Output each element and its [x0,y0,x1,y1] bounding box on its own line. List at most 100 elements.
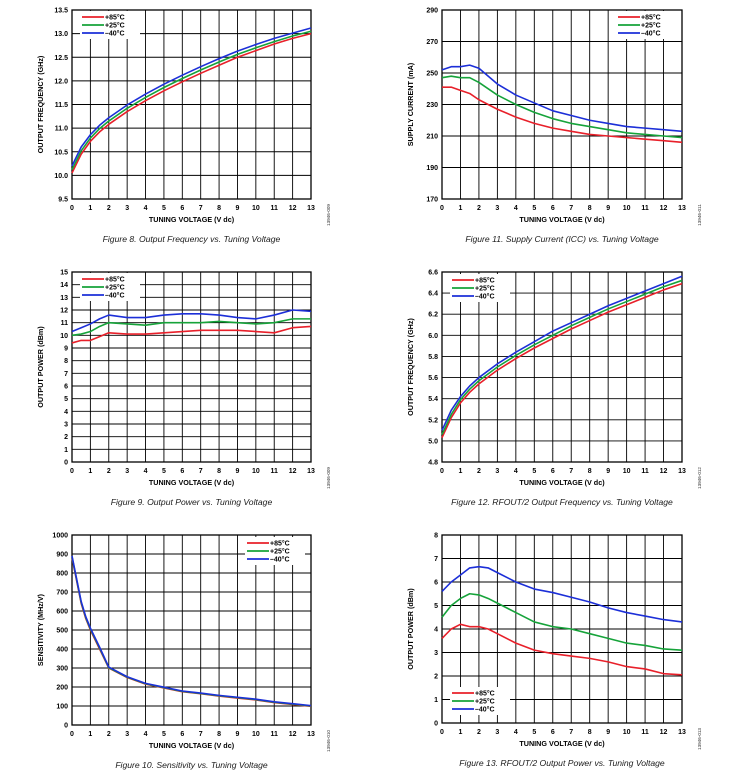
legend-label: +85°C [475,277,495,285]
y-tick-label: 6.6 [428,270,438,277]
x-tick-label: 11 [271,205,279,212]
series-line [442,284,682,438]
chart-legend: +85°C+25°C–40°C [616,11,676,39]
x-axis-title: TUNING VOLTAGE (V dc) [149,741,235,750]
y-tick-label: 5 [434,603,438,610]
legend-label: –40°C [475,293,495,301]
x-axis-title: TUNING VOLTAGE (V dc) [519,215,605,224]
y-tick-label: 0 [64,723,68,730]
x-tick-label: 3 [125,205,129,212]
y-tick-label: 9 [64,346,68,353]
x-tick-label: 7 [569,205,573,212]
y-tick-label: 0 [434,721,438,728]
x-tick-label: 1 [459,729,463,736]
y-tick-label: 700 [56,590,68,597]
chart-legend: +85°C+25°C–40°C [80,11,140,39]
x-tick-label: 0 [440,205,444,212]
x-tick-label: 6 [551,729,555,736]
legend-label: +25°C [475,698,495,706]
x-tick-label: 1 [88,205,92,212]
x-tick-label: 9 [236,468,240,475]
legend-label: –40°C [105,292,125,300]
x-tick-label: 12 [660,729,668,736]
x-tick-label: 3 [495,468,499,475]
x-tick-label: 10 [623,468,631,475]
x-tick-label: 1 [88,468,92,475]
y-tick-label: 12 [60,308,68,315]
series-line [442,594,682,650]
chart-panel: 0 1 2 3 4 5 6 7 8 9 10 11 12 130100200300400500600700… [36,533,331,771]
legend-label: –40°C [641,30,661,38]
x-tick-label: 5 [162,205,166,212]
y-axis-title: SUPPLY CURRENT (mA) [406,62,415,146]
x-tick-label: 13 [307,731,315,738]
x-tick-label: 6 [551,205,555,212]
x-tick-label: 10 [252,205,260,212]
legend-label: –40°C [475,706,495,714]
y-tick-label: 5 [64,396,68,403]
y-tick-label: 290 [426,8,438,15]
chart-legend: +85°C+25°C–40°C [450,274,510,302]
legend-label: +25°C [105,22,125,30]
x-tick-label: 12 [289,731,297,738]
figure-caption: Figure 10. Sensitivity vs. Tuning Voltag… [115,760,268,770]
y-tick-label: 190 [426,165,438,172]
y-axis-title: OUTPUT POWER (dBm) [36,326,45,408]
x-tick-label: 10 [252,731,260,738]
series-line [72,557,311,706]
y-tick-label: 400 [56,647,68,654]
y-tick-label: 1000 [52,533,68,540]
y-tick-label: 1 [434,697,438,704]
y-tick-label: 9.5 [58,197,68,204]
x-tick-label: 13 [307,205,315,212]
y-axis-title: OUTPUT FREQUENCY (GHz) [36,55,45,153]
y-tick-label: 5.4 [428,396,438,403]
x-tick-label: 2 [107,731,111,738]
y-tick-label: 4.8 [428,460,438,467]
figure-caption: Figure 8. Output Frequency vs. Tuning Vo… [103,234,281,244]
y-tick-label: 8 [64,358,68,365]
y-tick-label: 600 [56,609,68,616]
legend-label: +85°C [105,14,125,22]
x-tick-label: 1 [459,205,463,212]
figure-code: 13946-011 [697,204,702,226]
y-tick-label: 200 [56,685,68,692]
x-tick-label: 3 [125,731,129,738]
y-tick-label: 6.2 [428,312,438,319]
x-tick-label: 5 [162,468,166,475]
y-tick-label: 250 [426,71,438,78]
y-tick-label: 270 [426,39,438,46]
x-tick-label: 13 [678,729,686,736]
x-tick-label: 10 [623,729,631,736]
figure-caption: Figure 12. RFOUT/2 Output Frequency vs. … [451,497,673,507]
x-tick-label: 4 [514,205,518,212]
x-tick-label: 8 [588,729,592,736]
x-tick-label: 4 [144,205,148,212]
x-tick-label: 0 [440,729,444,736]
x-axis-title: TUNING VOLTAGE (V dc) [149,215,235,224]
x-tick-label: 11 [641,468,649,475]
x-tick-label: 12 [660,468,668,475]
y-tick-label: 0 [64,460,68,467]
y-tick-label: 10.0 [54,173,68,180]
y-tick-label: 5.6 [428,375,438,382]
x-tick-label: 4 [514,468,518,475]
figure-code: 13946-009 [326,204,331,226]
x-tick-label: 8 [217,468,221,475]
figure-caption: Figure 9. Output Power vs. Tuning Voltag… [111,497,273,507]
x-tick-label: 6 [180,205,184,212]
x-tick-label: 2 [477,205,481,212]
y-tick-label: 8 [434,533,438,540]
figure-code: 13946-012 [697,467,702,489]
x-tick-label: 8 [588,205,592,212]
x-tick-label: 2 [477,468,481,475]
y-tick-label: 1 [64,447,68,454]
y-tick-label: 7 [64,371,68,378]
x-tick-label: 13 [307,468,315,475]
figure-code: 13946-009 [326,467,331,489]
series-line [442,624,682,675]
y-tick-label: 10.5 [54,149,68,156]
x-tick-label: 3 [495,205,499,212]
legend-label: +25°C [475,285,495,293]
legend-label: –40°C [270,556,290,564]
